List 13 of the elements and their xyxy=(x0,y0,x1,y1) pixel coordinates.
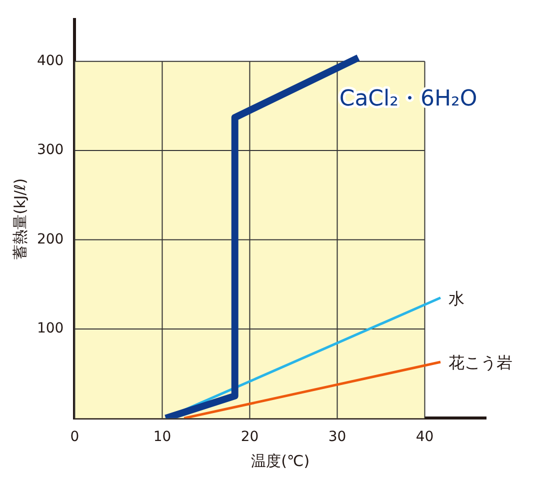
x-tick-label: 40 xyxy=(416,429,434,446)
y-tick-label: 200 xyxy=(36,231,64,248)
x-tick-label: 0 xyxy=(70,429,80,446)
x-tick-label: 20 xyxy=(240,429,259,446)
y-tick-label: 400 xyxy=(36,52,64,69)
series-label: 花こう岩 xyxy=(448,353,512,372)
y-axis-title: 蓄熱量(kJ/ℓ) xyxy=(10,178,29,260)
y-tick-label: 300 xyxy=(36,142,64,158)
x-tick-label: 30 xyxy=(328,429,346,446)
series-label: 水 xyxy=(448,288,464,308)
x-axis-title: 温度(℃) xyxy=(251,452,310,470)
y-tick-label: 100 xyxy=(36,320,64,337)
x-tick-label: 10 xyxy=(153,429,172,446)
